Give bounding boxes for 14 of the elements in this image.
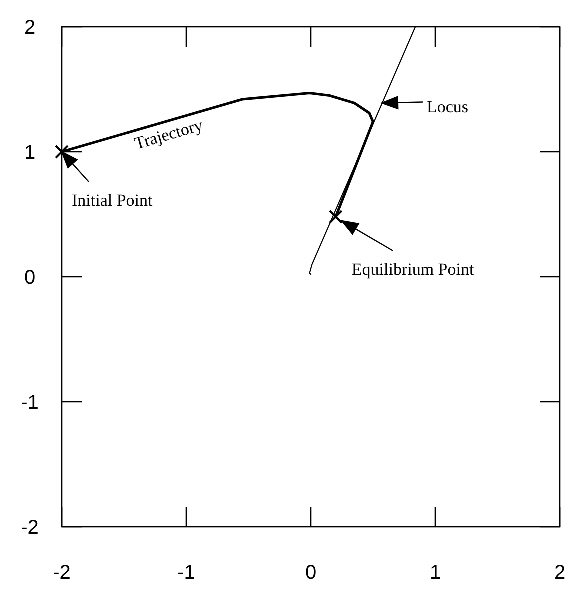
y-tick-label: -2 <box>21 517 39 539</box>
y-tick-label: 2 <box>24 17 36 39</box>
text: Trajectory <box>132 115 206 154</box>
x-tick-label: -2 <box>53 562 71 584</box>
x-tick-label: 1 <box>430 562 442 584</box>
y-tick-label: -1 <box>21 392 39 414</box>
annotation: Initial Point <box>72 191 154 210</box>
x-tick-label: 2 <box>554 562 566 584</box>
y-tick-label: 0 <box>24 267 36 289</box>
annotation: Locus <box>426 97 469 116</box>
x-tick-label: -1 <box>178 562 196 584</box>
y-tick-label: 1 <box>24 142 36 164</box>
x-tick-label: 0 <box>305 562 317 584</box>
annotation: Equilibrium Point <box>352 260 474 279</box>
